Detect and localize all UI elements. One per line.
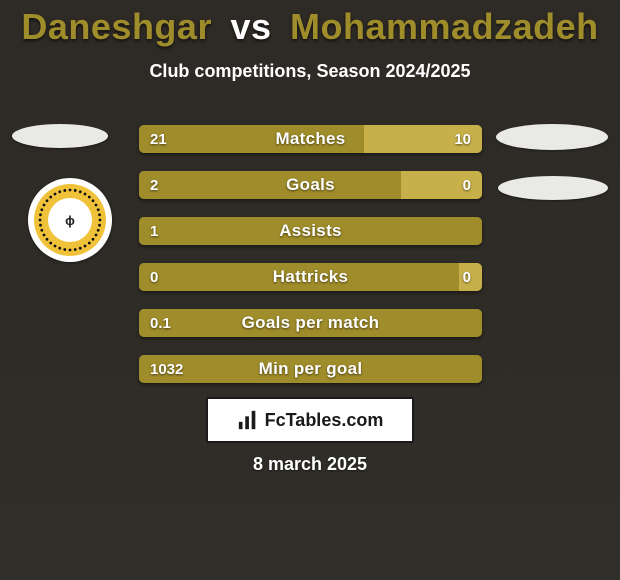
title-right: Mohammadzadeh: [290, 6, 599, 47]
stat-right-value: 0: [463, 171, 471, 199]
stat-left-value: 0.1: [150, 309, 171, 337]
stat-left-value: 0: [150, 263, 158, 291]
stat-row: Min per goal1032: [139, 355, 482, 383]
stat-row: Matches21 10: [139, 125, 482, 153]
stat-row: Goals2 0: [139, 171, 482, 199]
player-right-avatar: [496, 124, 608, 150]
player-left-avatar: [12, 124, 108, 148]
comparison-infographic: Daneshgar vs Mohammadzadeh Club competit…: [0, 0, 620, 580]
brand-label: FcTables.com: [265, 410, 384, 431]
stat-left-value: 1032: [150, 355, 183, 383]
stat-label: Goals: [139, 171, 482, 199]
team-badge-core: ϕ: [48, 198, 92, 242]
stat-left-value: 1: [150, 217, 158, 245]
title-left: Daneshgar: [21, 6, 212, 47]
stat-label: Assists: [139, 217, 482, 245]
stat-label: Goals per match: [139, 309, 482, 337]
stat-row: Assists1: [139, 217, 482, 245]
subtitle-text: Club competitions, Season 2024/2025: [149, 61, 470, 81]
stat-right-value: 0: [463, 263, 471, 291]
title-vs: vs: [230, 6, 271, 47]
stat-row: Goals per match0.1: [139, 309, 482, 337]
stat-left-value: 21: [150, 125, 167, 153]
stat-label: Matches: [139, 125, 482, 153]
date-text: 8 march 2025: [253, 454, 367, 474]
stat-label: Hattricks: [139, 263, 482, 291]
brand-box: FcTables.com: [206, 397, 414, 443]
stat-label: Min per goal: [139, 355, 482, 383]
date-label: 8 march 2025: [0, 454, 620, 475]
stat-right-value: 10: [454, 125, 471, 153]
team-badge-glyph: ϕ: [65, 213, 75, 228]
stat-bars: Matches2110Goals20Assists1Hattricks00Goa…: [139, 125, 482, 401]
bar-chart-icon: [237, 409, 259, 431]
page-title: Daneshgar vs Mohammadzadeh: [0, 6, 620, 48]
stat-row: Hattricks0 0: [139, 263, 482, 291]
team-badge: ϕ: [28, 178, 112, 262]
stat-left-value: 2: [150, 171, 158, 199]
player-right-avatar-2: [498, 176, 608, 200]
subtitle: Club competitions, Season 2024/2025: [0, 61, 620, 82]
